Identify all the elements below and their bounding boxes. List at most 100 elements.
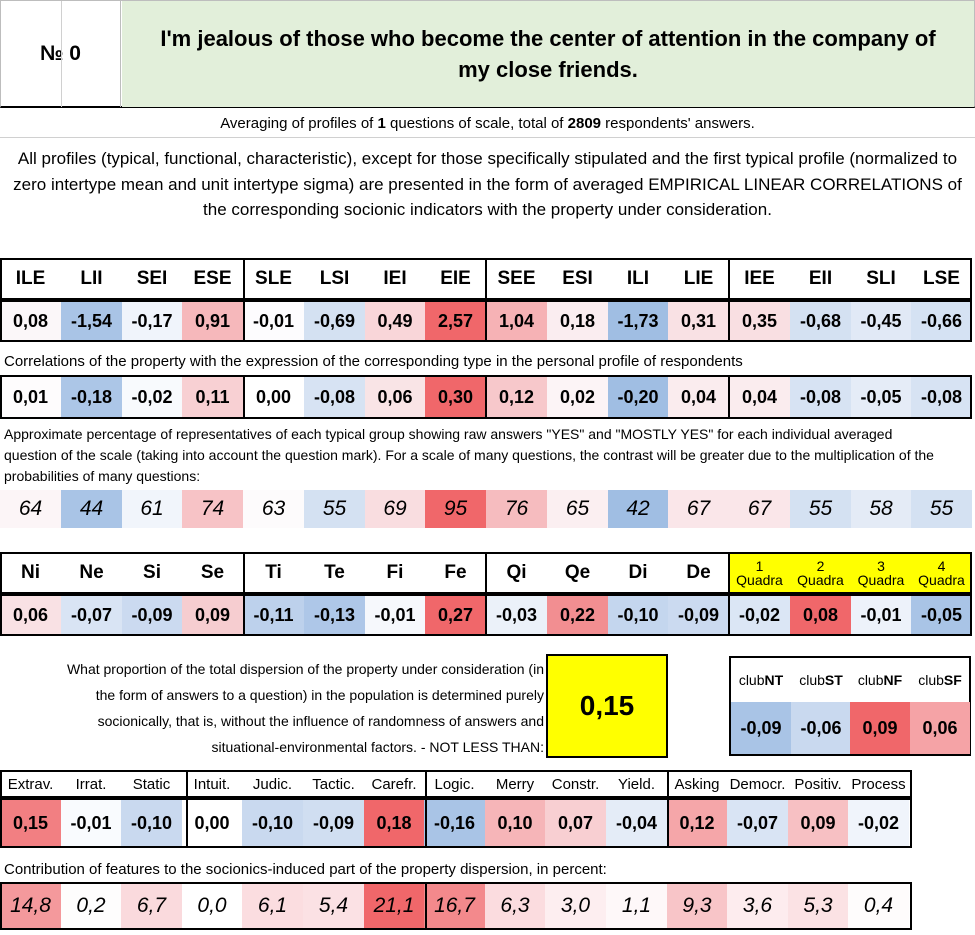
function-header-text: Ni: [21, 562, 40, 583]
function-header-text: Di: [628, 562, 648, 583]
trait-header-text: Constr.: [551, 775, 600, 793]
percentage-cell: 95: [425, 490, 486, 528]
corr-val-cell-text: -0,08: [313, 386, 356, 407]
types-val-cell: 0,35: [729, 300, 790, 342]
trait-header: Judic.: [242, 770, 303, 798]
trait-value: -0,04: [606, 798, 667, 848]
types-hdr-cell: ILE: [0, 258, 61, 300]
quadra-header: 4 Quadra: [911, 552, 972, 594]
quadra-header: 2 Quadra: [790, 552, 851, 594]
function-header: De: [668, 552, 729, 594]
trait-header: Democr.: [727, 770, 788, 798]
trait-header-text: Yield.: [618, 775, 655, 793]
types-val-cell: 0,18: [547, 300, 608, 342]
quadra-header: 3 Quadra: [851, 552, 911, 594]
corr-val-cell: -0,05: [851, 375, 911, 419]
contribution-value: 14,8: [0, 882, 61, 930]
function-value: -0,09: [122, 594, 182, 636]
types-hdr-cell-text: EIE: [440, 268, 471, 289]
club-header-prefix: club: [799, 672, 825, 688]
trait-header-text: Judic.: [252, 775, 293, 793]
trait-value: 0,15: [0, 798, 61, 848]
club-header: club ST: [791, 658, 851, 702]
trait-value-text: 0,12: [679, 812, 715, 833]
trait-header: Positiv.: [788, 770, 848, 798]
function-value: 0,06: [0, 594, 61, 636]
types-val-cell: -0,69: [304, 300, 365, 342]
contribution-value: 5,3: [788, 882, 848, 930]
trait-header: Process: [848, 770, 909, 798]
function-value-text: -0,09: [677, 604, 720, 625]
corr-val-cell-text: 0,12: [498, 386, 535, 407]
percentage-cell-text: 63: [261, 497, 286, 520]
trait-value: 0,00: [182, 798, 242, 848]
contribution-value-text: 5,4: [318, 894, 349, 917]
trait-value: 0,09: [788, 798, 848, 848]
trait-value-text: -0,10: [251, 812, 294, 833]
description-text: All profiles (typical, functional, chara…: [13, 149, 962, 219]
corr-val-cell-text: 0,30: [437, 386, 474, 407]
percentage-cell-text: 42: [626, 497, 650, 520]
trait-value-text: -0,10: [130, 812, 173, 833]
contribution-value: 6,7: [121, 882, 182, 930]
types-val-cell-text: 0,35: [741, 310, 778, 331]
corr-val-cell-text: -0,08: [799, 386, 842, 407]
quadra-number: 2: [816, 558, 825, 574]
function-header-text: Ti: [265, 562, 282, 583]
club-header: club NF: [850, 658, 910, 702]
types-hdr-cell: IEE: [729, 258, 790, 300]
trait-header-text: Static: [132, 775, 171, 793]
corr-val-cell-text: -0,18: [70, 386, 113, 407]
types-val-cell-text: -0,01: [252, 310, 295, 331]
trait-value: -0,16: [424, 798, 485, 848]
function-value-text: 0,09: [194, 604, 231, 625]
corr-val-cell: 0,06: [365, 375, 425, 419]
corr-val-cell: 0,01: [0, 375, 61, 419]
trait-value: 0,07: [545, 798, 606, 848]
function-header: Te: [304, 552, 365, 594]
percentage-cell-text: 69: [383, 497, 407, 520]
percentage-cell-text: 67: [686, 497, 711, 520]
types-values-row: 0,08 -1,54 -0,17 0,91 -0,01 -0,69 0,49 2,57 1,04…: [0, 300, 975, 342]
corr-val-cell-text: -0,05: [860, 386, 902, 407]
trait-header: Carefr.: [364, 770, 424, 798]
corr-val-cell: -0,02: [122, 375, 182, 419]
types-hdr-cell: EII: [790, 258, 851, 300]
trait-value-text: -0,04: [615, 812, 658, 833]
club-header-code: NF: [883, 672, 903, 688]
quadra-value-text: 0,08: [802, 604, 839, 625]
types-hdr-cell: ILI: [608, 258, 668, 300]
types-val-cell: 0,08: [0, 300, 61, 342]
contribution-value-text: 6,3: [500, 894, 530, 917]
club-header: club SF: [910, 658, 970, 702]
function-header: Qi: [486, 552, 547, 594]
types-hdr-cell: LII: [61, 258, 122, 300]
trait-header-text: Extrav.: [7, 775, 54, 793]
trait-header: Static: [121, 770, 182, 798]
percentage-cell: 55: [911, 490, 972, 528]
trait-header-text: Carefr.: [371, 775, 417, 793]
corr-val-cell-text: 0,04: [680, 386, 717, 407]
trait-value: 0,10: [485, 798, 545, 848]
function-value-text: -0,13: [313, 604, 356, 625]
types-hdr-cell-text: ILE: [15, 268, 46, 289]
contribution-value-text: 3,6: [742, 894, 773, 917]
types-hdr-cell-text: ESI: [562, 268, 593, 289]
trait-value-text: 0,18: [376, 812, 412, 833]
club-header-code: ST: [824, 672, 843, 688]
types-hdr-cell: ESI: [547, 258, 608, 300]
types-hdr-cell-text: LII: [80, 268, 103, 289]
averaging-text-post: respondents' answers.: [601, 115, 755, 132]
function-value-text: 0,27: [437, 604, 474, 625]
correlation-values-row: 0,01 -0,18 -0,02 0,11 0,00 -0,08 0,06 0,30 0,12 0…: [0, 375, 975, 419]
types-val-cell: -0,01: [243, 300, 304, 342]
trait-header: Asking: [667, 770, 727, 798]
percentage-cell: 69: [365, 490, 425, 528]
question-title: I'm jealous of those who become the cent…: [122, 1, 974, 107]
trait-header: Merry: [485, 770, 545, 798]
types-hdr-cell-text: EII: [808, 268, 833, 289]
types-hdr-cell: SEI: [122, 258, 182, 300]
trait-header: Intuit.: [182, 770, 242, 798]
trait-value-text: -0,02: [857, 812, 900, 833]
types-val-cell: -1,54: [61, 300, 122, 342]
